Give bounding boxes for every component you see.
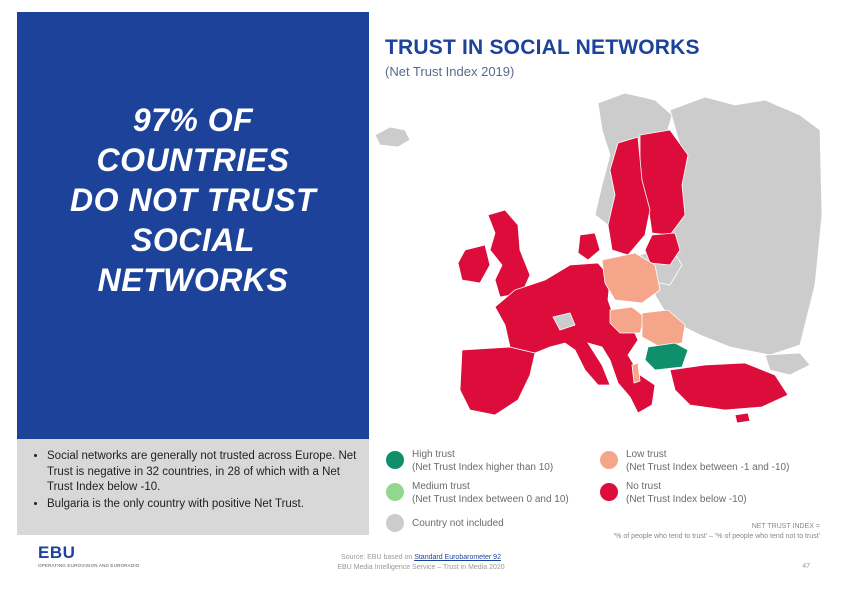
legend-label: Medium trust xyxy=(412,481,470,492)
legend-low-trust: Low trust (Net Trust Index between -1 an… xyxy=(626,449,789,474)
note-item: Social networks are generally not truste… xyxy=(47,449,357,496)
source-line: Source: EBU based on Standard Eurobarome… xyxy=(0,553,842,563)
map-region-no-trust xyxy=(734,412,751,424)
map-region-high-trust xyxy=(644,342,689,371)
map-region-no-trust xyxy=(644,232,681,266)
ebu-logo: EBU xyxy=(38,543,76,562)
map-region-not-included xyxy=(374,126,411,148)
legend-no-trust-swatch xyxy=(600,483,618,501)
map-region-no-trust xyxy=(577,232,601,261)
legend-label: Low trust xyxy=(626,449,667,460)
legend-not-included: Country not included xyxy=(412,518,504,531)
legend-low-trust-swatch xyxy=(600,451,618,469)
legend-not-included-swatch xyxy=(386,514,404,532)
legend-desc: (Net Trust Index higher than 10) xyxy=(412,461,554,473)
notes-list: Social networks are generally not truste… xyxy=(17,439,369,512)
legend-label: Country not included xyxy=(412,518,504,529)
map-title: TRUST IN SOCIAL NETWORKS xyxy=(385,36,700,59)
legend-desc: (Net Trust Index below -10) xyxy=(626,493,747,505)
map-region-not-included xyxy=(764,352,811,376)
map-region-no-trust xyxy=(494,262,656,414)
map-region-low-trust xyxy=(601,252,661,304)
legend-desc: (Net Trust Index between -1 and -10) xyxy=(626,461,790,473)
legend-medium-trust: Medium trust (Net Trust Index between 0 … xyxy=(412,481,569,506)
notes-box: Social networks are generally not truste… xyxy=(17,439,369,535)
legend-high-trust-swatch xyxy=(386,451,404,469)
map-region-low-trust xyxy=(609,306,646,334)
source-prefix: Source: EBU based on xyxy=(341,554,415,561)
service-line: EBU Media Intelligence Service – Trust i… xyxy=(337,564,505,571)
headline-line: NETWORKS xyxy=(97,262,289,298)
legend-label: No trust xyxy=(626,481,662,492)
formula-line: NET TRUST INDEX = xyxy=(751,523,820,530)
map-region-not-included xyxy=(552,312,576,331)
europe-map xyxy=(374,92,822,424)
map-region-no-trust xyxy=(457,244,491,284)
legend-no-trust: No trust (Net Trust Index below -10) xyxy=(626,481,747,506)
headline: 97% OF COUNTRIES DO NOT TRUST SOCIAL NET… xyxy=(17,100,369,300)
headline-line: 97% OF xyxy=(132,102,254,138)
formula-line: '% of people who tend to trust' – '% of … xyxy=(613,533,820,540)
map-region-no-trust xyxy=(669,362,789,411)
legend-label: High trust xyxy=(412,449,455,460)
headline-line: DO NOT TRUST xyxy=(70,182,316,218)
headline-line: SOCIAL xyxy=(131,222,255,258)
note-item: Bulgaria is the only country with positi… xyxy=(47,497,357,513)
source-link[interactable]: Standard Eurobarometer 92 xyxy=(414,554,501,561)
map-region-no-trust xyxy=(487,209,531,298)
net-trust-formula: NET TRUST INDEX = '% of people who tend … xyxy=(614,522,820,542)
headline-panel xyxy=(17,12,369,439)
legend-desc: (Net Trust Index between 0 and 10) xyxy=(412,493,569,505)
map-region-no-trust xyxy=(459,346,536,416)
map-region-low-trust xyxy=(641,309,686,348)
map-region-low-trust xyxy=(631,362,641,384)
map-subtitle: (Net Trust Index 2019) xyxy=(385,64,515,79)
headline-line: COUNTRIES xyxy=(96,142,290,178)
ebu-tagline: OPERATING EUROVISION AND EURORADIO xyxy=(38,563,140,568)
map-region-not-included xyxy=(654,96,822,356)
source-note: Source: EBU based on Standard Eurobarome… xyxy=(0,553,842,573)
page-number: 47 xyxy=(802,563,810,570)
legend-medium-trust-swatch xyxy=(386,483,404,501)
legend-high-trust: High trust (Net Trust Index higher than … xyxy=(412,449,553,474)
